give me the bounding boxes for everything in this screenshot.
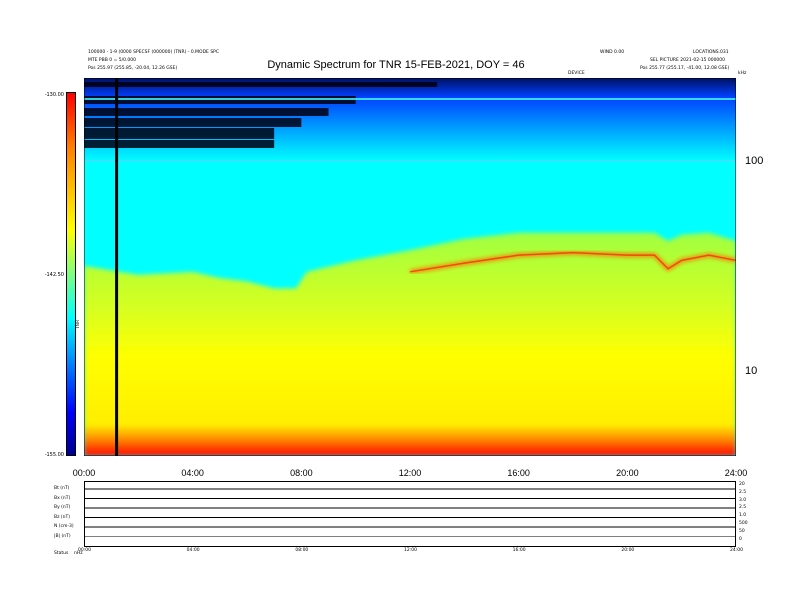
- x-tick-label: 20:00: [616, 468, 639, 478]
- bottom-x-tick: 24:00: [730, 548, 743, 553]
- bottom-right-tick: 2.5: [739, 505, 747, 511]
- colorbar: [66, 92, 76, 456]
- bottom-right-tick: 0: [739, 536, 742, 542]
- header-right-line2: LOCATIONS.031: [693, 50, 729, 55]
- colorbar-tick-bottom: -155.00: [44, 452, 64, 458]
- emission-ridge-core: [409, 251, 736, 273]
- hline-feature: [84, 160, 736, 162]
- bottom-row-label: By (nT): [54, 505, 71, 510]
- header-left-line1: 100000 - 1-9 (0000 SPECSF (000000) (TNR)…: [88, 50, 220, 55]
- bottom-x-tick: 08:00: [295, 548, 309, 553]
- interference-stripe: [84, 128, 275, 139]
- bottom-right-tick: 1.0: [739, 513, 747, 519]
- colorbar-tick-top: -130.00: [44, 92, 64, 98]
- x-tick-label: 12:00: [398, 468, 422, 478]
- header-right-line3: SEL PICTURE 2021-02-15 000000: [650, 58, 726, 63]
- x-tick-label: 00:00: [72, 468, 96, 478]
- header-left-line2: MTE PBB 0 = 5/0.000: [88, 58, 136, 63]
- x-tick-label: 04:00: [181, 468, 204, 478]
- bottom-right-tick: 500: [739, 521, 748, 526]
- bottom-x-tick: 16:00: [512, 548, 526, 553]
- bottom-x-tick: 12:00: [404, 548, 417, 553]
- bottom-row-label: |B| (nT): [54, 533, 71, 539]
- bottom-right-tick: 50: [739, 528, 745, 534]
- bottom-x-tick: 04:00: [186, 548, 200, 553]
- interference-stripe: [84, 118, 302, 127]
- header-corner-small: kHz: [738, 71, 747, 76]
- hline-feature: [84, 98, 736, 100]
- bottom-row-label: N (cm-3): [54, 524, 74, 529]
- interference-stripe: [84, 108, 329, 116]
- spectrogram: [84, 78, 736, 456]
- bottom-row-label: Bt (nT): [54, 486, 70, 491]
- footer-left2: nHz: [74, 551, 83, 556]
- x-tick-label: 24:00: [724, 468, 748, 478]
- bottom-x-tick: 20:00: [621, 548, 635, 553]
- header-right-line1: WIND 0.00: [600, 50, 625, 55]
- colorbar-tick-mid: -142.50: [44, 272, 64, 278]
- x-tick-label: 16:00: [507, 468, 530, 478]
- bottom-x-tick: 00:00: [78, 548, 91, 553]
- footer-left: Status: [54, 551, 69, 556]
- interference-stripe: [84, 140, 275, 148]
- header-right-pos: Pos 255.77 (255.17, -41.00, 12.08 GSE): [640, 66, 730, 71]
- spec-layers: [84, 78, 736, 456]
- bottom-row-label: Bx (nT): [54, 495, 71, 501]
- low-freq-region: [84, 232, 736, 456]
- y-tick-label: 10: [745, 365, 758, 378]
- x-tick-label: 08:00: [290, 468, 313, 478]
- y-tick-label: 100: [745, 154, 764, 167]
- bottom-right-tick: 2.5: [739, 489, 747, 495]
- bottom-right-tick: 3.0: [739, 497, 747, 503]
- interference-stripe: [84, 82, 438, 87]
- colorbar-label: TNR: [76, 319, 82, 330]
- data-gap-line: [115, 78, 119, 456]
- bottom-panel-lines: [84, 488, 736, 537]
- header-left-pos: Pos 255.97 (255.85, -20.04, 12.26 GSE): [88, 66, 178, 71]
- header-center-small: DEVICE: [568, 71, 585, 76]
- bottom-row-label: Bz (nT): [54, 514, 70, 520]
- bottom-right-tick: 20: [739, 482, 745, 487]
- chart-title: Dynamic Spectrum for TNR 15-FEB-2021, DO…: [267, 59, 525, 71]
- bottom-panel: [84, 481, 736, 547]
